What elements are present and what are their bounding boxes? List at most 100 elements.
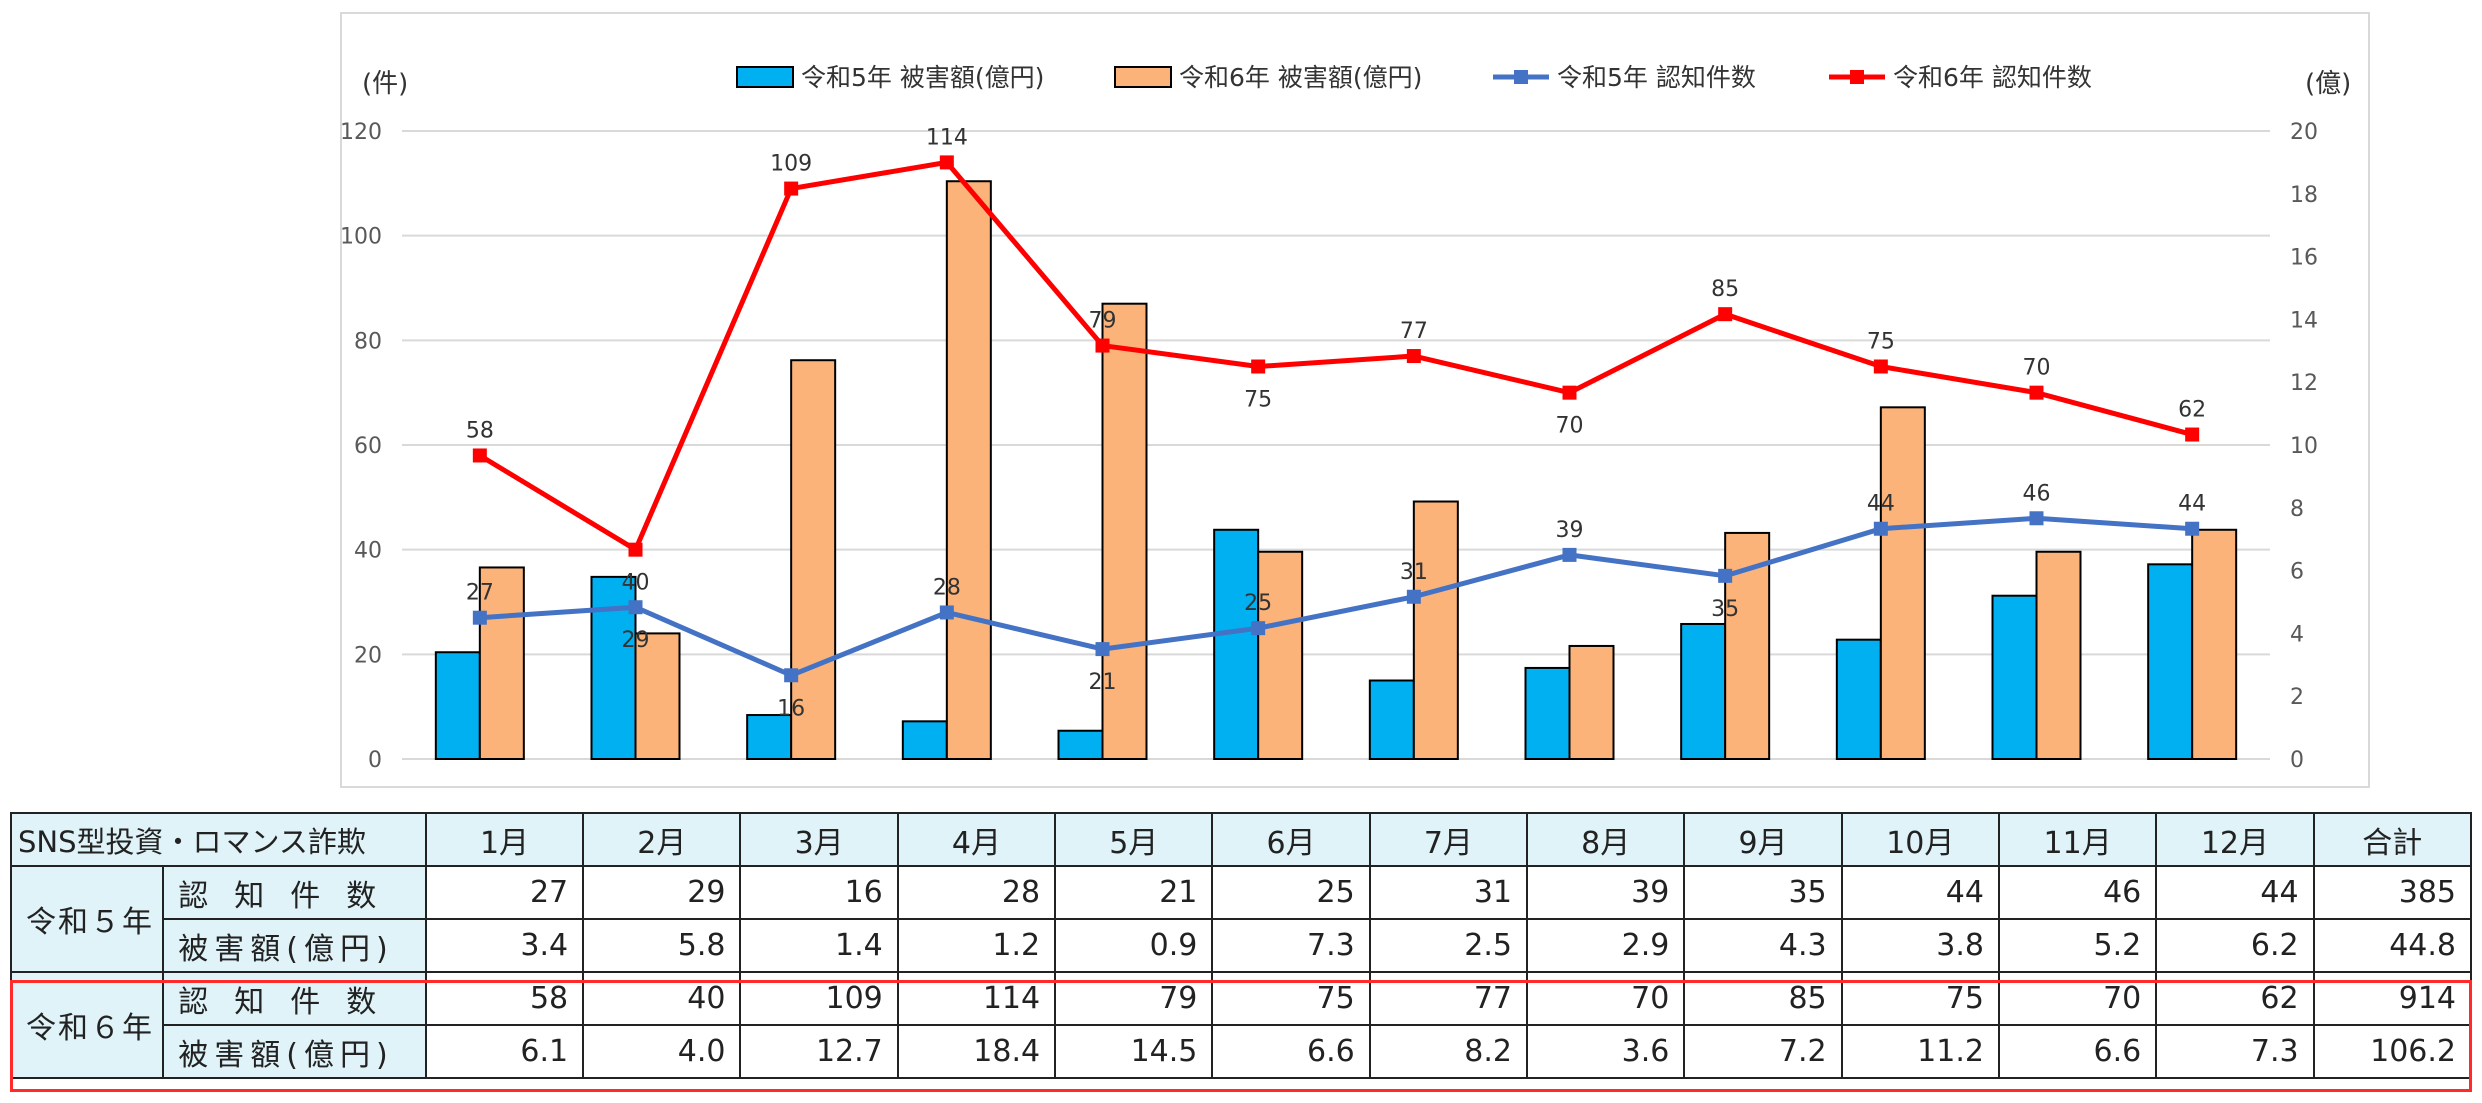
table-total-cell: 106.2 — [2312, 1024, 2473, 1079]
table-cell: 2.9 — [1526, 918, 1686, 973]
data-label: 46 — [2023, 481, 2051, 506]
table-total-cell: 914 — [2312, 971, 2473, 1026]
table-cell: 31 — [1368, 865, 1529, 920]
right-tick-label: 12 — [2290, 371, 2318, 396]
marker-r6-count — [1873, 359, 1888, 374]
data-label: 75 — [1867, 330, 1895, 355]
table-cell: 58 — [424, 971, 585, 1026]
bar-r6-amount — [1879, 406, 1926, 760]
table-cell: 18.4 — [896, 1024, 1057, 1079]
marker-r5-count — [1406, 589, 1421, 604]
table-cell: 12.7 — [739, 1024, 899, 1079]
marker-r6-count — [1251, 359, 1266, 374]
table-row: 令和５年 認知件数 27 29 16 28 21 25 31 39 35 44 … — [9, 865, 2473, 973]
bar-r6-amount — [2191, 528, 2238, 761]
marker-r5-count — [2029, 511, 2044, 526]
year-label: 令和６年 — [9, 971, 165, 1079]
table-cell: 35 — [1683, 865, 1843, 920]
month-header: 11月 — [1997, 812, 2158, 867]
data-label: 25 — [1244, 591, 1272, 616]
marker-r5-count — [1095, 642, 1110, 657]
table-cell: 11.2 — [1840, 1024, 2000, 1079]
marker-r5-count — [784, 668, 799, 683]
legend-label: 令和6年 認知件数 — [1893, 63, 2092, 92]
table-cell: 114 — [896, 971, 1057, 1026]
table-total-cell: 385 — [2312, 865, 2473, 920]
total-header: 合計 — [2312, 812, 2473, 867]
bar-r5-amount — [901, 720, 948, 761]
legend-swatch — [1114, 66, 1172, 88]
marker-r5-count — [628, 600, 643, 615]
marker-r6-count — [939, 155, 954, 170]
right-tick-label: 20 — [2290, 120, 2318, 145]
marker-r6-count — [1718, 307, 1733, 322]
left-tick-label: 20 — [354, 643, 382, 668]
data-label: 75 — [1244, 388, 1272, 413]
right-axis-unit: (億) — [2305, 69, 2351, 99]
table-cell: 75 — [1840, 971, 2000, 1026]
table-cell: 7.3 — [2155, 1024, 2315, 1079]
data-label: 40 — [622, 571, 650, 596]
data-label: 114 — [926, 125, 968, 150]
table-cell: 3.6 — [1526, 1024, 1686, 1079]
table-cell: 3.4 — [424, 918, 585, 973]
table-cell: 77 — [1368, 971, 1529, 1026]
data-label: 28 — [933, 575, 961, 600]
table-cell: 7.3 — [1211, 918, 1371, 973]
bar-r6-amount — [1257, 550, 1304, 761]
data-label: 39 — [1556, 518, 1584, 543]
right-tick-label: 2 — [2290, 685, 2304, 710]
bar-r5-amount — [1680, 622, 1727, 760]
data-label: 27 — [466, 581, 494, 606]
data-label: 44 — [1867, 492, 1895, 517]
right-tick-label: 10 — [2290, 434, 2318, 459]
row-label: 被害額(億円) — [162, 1024, 427, 1079]
table-cell: 3.8 — [1840, 918, 2000, 973]
right-tick-label: 16 — [2290, 246, 2318, 271]
data-label: 77 — [1400, 319, 1428, 344]
data-label: 16 — [777, 696, 805, 721]
table-cell: 8.2 — [1368, 1024, 1529, 1079]
table-cell: 6.6 — [1997, 1024, 2158, 1079]
table-cell: 6.1 — [424, 1024, 585, 1079]
data-label: 85 — [1711, 277, 1739, 302]
bar-r6-amount — [790, 359, 837, 760]
data-label: 58 — [466, 418, 494, 443]
left-tick-label: 0 — [368, 748, 382, 773]
data-label: 62 — [2178, 398, 2206, 423]
data-label: 79 — [1089, 309, 1117, 334]
table-cell: 70 — [1997, 971, 2158, 1026]
left-tick-label: 60 — [354, 434, 382, 459]
table-cell: 62 — [2155, 971, 2315, 1026]
left-tick-label: 80 — [354, 329, 382, 354]
table-cell: 70 — [1526, 971, 1686, 1026]
bar-r5-amount — [1213, 528, 1260, 761]
table-total-cell: 44.8 — [2312, 918, 2473, 973]
bar-r5-amount — [1835, 638, 1882, 760]
table-cell: 28 — [896, 865, 1057, 920]
marker-r6-count — [2185, 427, 2200, 442]
month-header: 12月 — [2155, 812, 2315, 867]
data-label: 35 — [1711, 597, 1739, 622]
line-r6-count — [478, 159, 2193, 553]
bar-r6-amount — [1568, 644, 1615, 761]
legend-label: 令和5年 認知件数 — [1557, 63, 1756, 92]
table-row: 被害額(億円) 6.1 4.0 12.7 18.4 14.5 6.6 8.2 3… — [11, 1024, 2473, 1079]
marker-r6-count — [1095, 338, 1110, 353]
table-cell: 21 — [1054, 865, 1214, 920]
table-cell: 7.2 — [1683, 1024, 1843, 1079]
bar-r6-amount — [1101, 302, 1148, 760]
legend-label: 令和6年 被害額(億円) — [1179, 63, 1422, 92]
right-tick-label: 18 — [2290, 183, 2318, 208]
data-label: 44 — [2178, 492, 2206, 517]
month-header: 7月 — [1368, 812, 1529, 867]
legend-marker — [1514, 70, 1528, 84]
legend-swatch — [736, 66, 794, 88]
bar-r5-amount — [746, 714, 793, 760]
data-label: 29 — [622, 628, 650, 653]
marker-r6-count — [784, 181, 799, 196]
right-tick-label: 4 — [2290, 622, 2304, 647]
left-tick-label: 40 — [354, 539, 382, 564]
marker-r6-count — [1406, 349, 1421, 364]
